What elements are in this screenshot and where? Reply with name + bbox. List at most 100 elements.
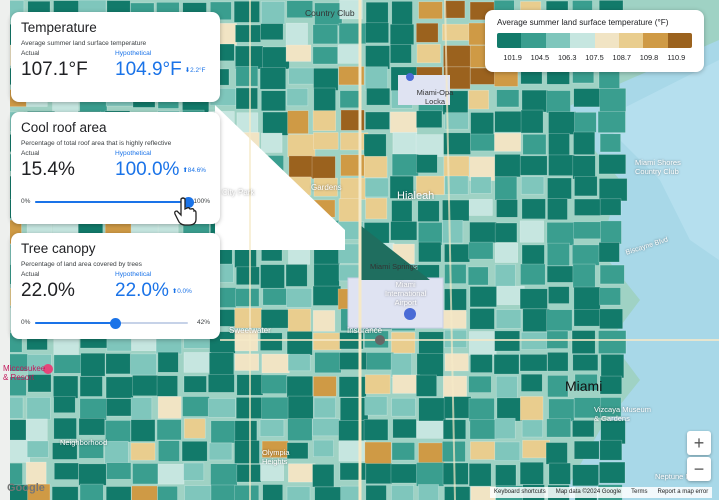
- temperature-card: Temperature Average summer land surface …: [11, 12, 220, 102]
- heat-cell: [418, 397, 447, 422]
- slider-thumb[interactable]: [110, 318, 122, 329]
- heat-cell: [314, 352, 342, 374]
- map-label: Neptune Meri...: [655, 472, 707, 481]
- zoom-out-button[interactable]: −: [687, 457, 711, 481]
- heat-cell: [156, 375, 178, 397]
- heat-cell: [235, 266, 260, 286]
- heat-cell: [391, 200, 413, 223]
- heat-cell: [418, 331, 444, 355]
- heat-cell: [157, 396, 182, 419]
- map-label: Miami International Airport: [385, 280, 427, 307]
- heat-cell: [494, 417, 516, 440]
- heat-cell: [389, 23, 415, 45]
- map-label: Hialeah: [397, 190, 435, 202]
- cool-roof-slider[interactable]: 0% 100%: [21, 196, 210, 208]
- heat-cell: [314, 486, 343, 500]
- heat-cell: [261, 132, 283, 153]
- heat-cell: [548, 154, 575, 176]
- heat-cell: [599, 87, 627, 112]
- heat-cell: [572, 155, 596, 180]
- heat-cell: [287, 418, 313, 441]
- heat-cell: [312, 464, 335, 488]
- heat-cell: [470, 441, 496, 460]
- zoom-in-button[interactable]: +: [687, 431, 711, 455]
- heat-cell: [129, 353, 157, 376]
- heat-cell: [262, 484, 284, 500]
- heat-cell: [313, 376, 337, 397]
- heat-cell: [573, 286, 601, 312]
- heat-cell: [53, 417, 77, 440]
- heat-cell: [444, 243, 471, 263]
- heat-cell: [599, 461, 626, 484]
- heat-cell: [130, 442, 156, 461]
- heat-cell: [598, 178, 628, 202]
- heat-cell: [598, 242, 620, 263]
- hypothetical-value: 104.9°F: [115, 59, 182, 80]
- heat-cell: [390, 221, 418, 241]
- actual-value: 22.0%: [21, 280, 75, 301]
- legend-tick: 104.5: [530, 53, 550, 62]
- heat-cell: [417, 484, 439, 500]
- legend-swatch: [643, 33, 668, 48]
- heat-cell: [288, 67, 315, 85]
- heat-cell: [51, 486, 79, 500]
- map-label: Insurance: [347, 326, 383, 335]
- heat-cell: [235, 288, 260, 307]
- airport-marker: [404, 308, 416, 320]
- card-title: Tree canopy: [21, 241, 96, 256]
- heat-cell: [392, 418, 417, 439]
- heat-cell: [339, 397, 369, 421]
- heat-cell: [444, 112, 469, 130]
- heat-cell: [338, 66, 365, 86]
- heat-cell: [389, 44, 412, 64]
- heat-cell: [546, 242, 570, 267]
- heat-cell: [261, 353, 290, 374]
- temperature-legend: Average summer land surface temperature …: [485, 10, 704, 72]
- heat-cell: [286, 88, 309, 107]
- heat-cell: [573, 440, 600, 460]
- tree-canopy-slider[interactable]: 0% 42%: [21, 317, 210, 329]
- heat-cell: [442, 199, 470, 222]
- heat-cell: [496, 397, 524, 422]
- heat-cell: [363, 419, 389, 441]
- keyboard-shortcuts-link[interactable]: Keyboard shortcuts: [494, 489, 546, 495]
- place-marker: [375, 335, 385, 345]
- heat-cell: [339, 90, 363, 109]
- heat-cell: [79, 398, 107, 421]
- heat-cell: [391, 485, 414, 500]
- heat-cell: [469, 331, 497, 356]
- slider-max-label: 100%: [193, 198, 210, 205]
- heat-cell: [573, 131, 596, 155]
- heat-cell: [417, 200, 440, 222]
- heat-cell: [131, 485, 158, 500]
- map-label: Miami Shores Country Club: [635, 158, 681, 176]
- heat-cell: [363, 156, 388, 178]
- heat-cell: [339, 352, 368, 370]
- report-error-link[interactable]: Report a map error: [657, 489, 709, 495]
- heat-cell: [286, 375, 314, 400]
- heat-cell: [365, 45, 391, 70]
- terms-link[interactable]: Terms: [631, 489, 648, 495]
- heat-cell: [521, 244, 545, 266]
- legend-swatch: [545, 33, 571, 48]
- heat-cell: [469, 419, 498, 440]
- heat-cell: [571, 244, 600, 266]
- slider-thumb[interactable]: [183, 197, 194, 208]
- heat-cell: [470, 176, 492, 194]
- heat-cell: [340, 109, 365, 131]
- map-label: Gardens: [311, 183, 342, 192]
- card-title: Cool roof area: [21, 120, 107, 135]
- heat-cell: [105, 486, 132, 500]
- heat-cell: [208, 352, 235, 377]
- heat-cell: [286, 331, 313, 356]
- heat-cell: [470, 112, 494, 136]
- heat-cell: [392, 132, 418, 156]
- heat-cell: [26, 397, 51, 420]
- heat-cell: [442, 462, 469, 485]
- heat-cell: [416, 44, 441, 64]
- heat-cell: [546, 309, 573, 332]
- heat-cell: [444, 0, 466, 19]
- heat-cell: [130, 397, 153, 420]
- heat-cell: [78, 418, 106, 436]
- heat-cell: [53, 462, 79, 480]
